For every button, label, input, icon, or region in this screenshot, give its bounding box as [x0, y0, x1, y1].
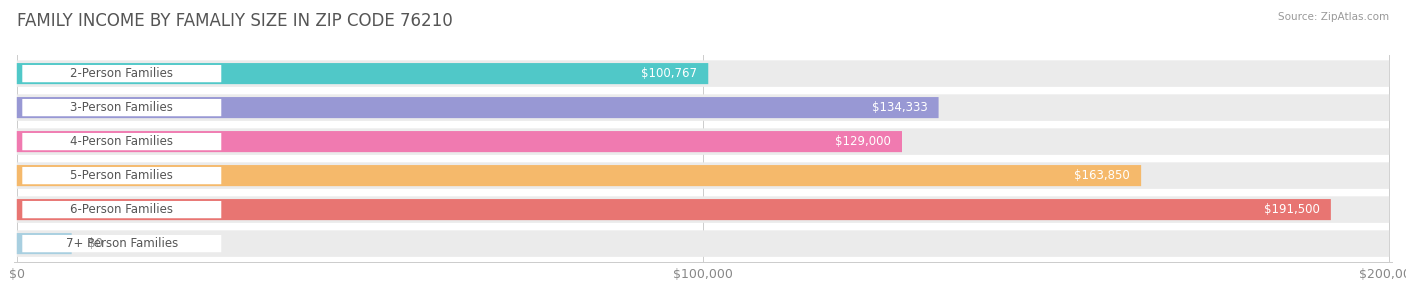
- FancyBboxPatch shape: [17, 128, 1389, 155]
- FancyBboxPatch shape: [17, 199, 1331, 220]
- FancyBboxPatch shape: [17, 230, 1389, 257]
- Text: $134,333: $134,333: [872, 101, 928, 114]
- Text: 4-Person Families: 4-Person Families: [70, 135, 173, 148]
- Text: $0: $0: [89, 237, 103, 250]
- Text: 7+ Person Families: 7+ Person Families: [66, 237, 179, 250]
- FancyBboxPatch shape: [22, 235, 221, 252]
- Text: $163,850: $163,850: [1074, 169, 1130, 182]
- FancyBboxPatch shape: [17, 233, 72, 254]
- Text: $129,000: $129,000: [835, 135, 891, 148]
- FancyBboxPatch shape: [22, 65, 221, 82]
- FancyBboxPatch shape: [22, 99, 221, 116]
- FancyBboxPatch shape: [17, 196, 1389, 223]
- FancyBboxPatch shape: [17, 94, 1389, 121]
- FancyBboxPatch shape: [17, 131, 903, 152]
- FancyBboxPatch shape: [22, 133, 221, 150]
- Text: $100,767: $100,767: [641, 67, 697, 80]
- FancyBboxPatch shape: [17, 60, 1389, 87]
- Text: Source: ZipAtlas.com: Source: ZipAtlas.com: [1278, 12, 1389, 22]
- FancyBboxPatch shape: [17, 162, 1389, 189]
- FancyBboxPatch shape: [17, 165, 1142, 186]
- FancyBboxPatch shape: [17, 63, 709, 84]
- Text: 5-Person Families: 5-Person Families: [70, 169, 173, 182]
- FancyBboxPatch shape: [17, 97, 939, 118]
- Text: 3-Person Families: 3-Person Families: [70, 101, 173, 114]
- Text: 6-Person Families: 6-Person Families: [70, 203, 173, 216]
- Text: 2-Person Families: 2-Person Families: [70, 67, 173, 80]
- Text: FAMILY INCOME BY FAMALIY SIZE IN ZIP CODE 76210: FAMILY INCOME BY FAMALIY SIZE IN ZIP COD…: [17, 12, 453, 30]
- FancyBboxPatch shape: [22, 201, 221, 218]
- Text: $191,500: $191,500: [1264, 203, 1320, 216]
- FancyBboxPatch shape: [22, 167, 221, 184]
